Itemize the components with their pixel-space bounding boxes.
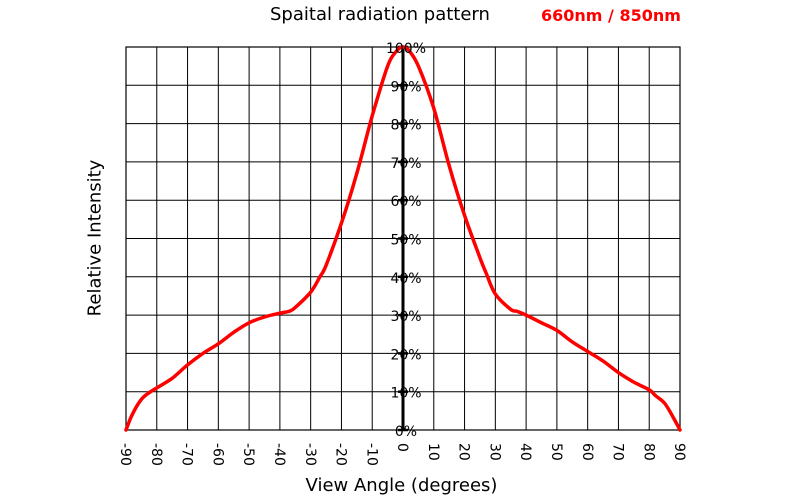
data-point — [340, 222, 343, 224]
data-point — [571, 341, 574, 343]
data-point — [648, 388, 651, 391]
data-point — [602, 360, 604, 362]
x-tick-label: -90 — [117, 443, 133, 466]
data-point — [396, 50, 398, 52]
x-tick-label: -40 — [271, 443, 287, 466]
data-point — [386, 65, 389, 67]
data-point — [186, 364, 189, 366]
data-point — [617, 371, 620, 374]
x-tick-label: 90 — [671, 443, 687, 461]
x-tick-label: -80 — [148, 443, 164, 466]
data-point — [319, 276, 321, 278]
y-tick-labels: 0% 10% 20% 30% 40% 50% 60% 70% 80% 90% 100% — [386, 41, 426, 440]
data-point — [171, 377, 173, 380]
data-point — [479, 256, 481, 259]
data-point — [131, 413, 133, 416]
x-tick-label: 60 — [579, 443, 595, 461]
data-point — [654, 394, 657, 397]
data-point — [155, 387, 158, 389]
data-point — [309, 291, 312, 293]
y-tick-label: 40% — [390, 271, 421, 287]
data-point — [417, 65, 420, 67]
x-tick-label: 30 — [486, 443, 502, 461]
x-tick-label: 20 — [456, 443, 472, 461]
y-tick-label: 0% — [395, 424, 417, 440]
data-point — [408, 50, 410, 52]
data-point — [356, 172, 358, 175]
data-point — [294, 306, 297, 309]
x-tick-labels: -90 -80 -70 -60 -50 -40 -30 -20 -10 0 10 20 30 40 50 60… — [117, 443, 687, 466]
data-point — [402, 46, 404, 48]
data-point — [279, 312, 281, 314]
data-point — [556, 329, 558, 332]
data-point — [516, 310, 518, 313]
x-tick-label: 50 — [548, 443, 564, 461]
y-tick-label: 10% — [390, 386, 421, 402]
data-point — [202, 352, 204, 355]
data-point — [663, 402, 666, 404]
y-tick-label: 70% — [390, 156, 421, 172]
y-tick-label: 80% — [390, 118, 421, 134]
x-tick-label: -10 — [363, 443, 379, 466]
y-tick-label: 20% — [390, 347, 421, 363]
x-tick-label: 80 — [640, 443, 656, 461]
data-point — [485, 272, 487, 274]
data-point — [673, 417, 675, 420]
y-tick-label: 30% — [390, 309, 421, 325]
x-tick-label: 0 — [394, 443, 410, 452]
x-tick-label: 70 — [610, 443, 626, 461]
data-point — [288, 310, 290, 313]
data-point — [248, 321, 250, 324]
data-point — [509, 308, 512, 311]
data-point — [325, 264, 327, 267]
data-point — [448, 164, 450, 167]
chart-subtitle: 660nm / 850nm — [541, 6, 681, 25]
data-point — [432, 107, 435, 110]
x-tick-label: -30 — [302, 443, 318, 466]
y-tick-label: 90% — [390, 79, 421, 95]
data-point — [525, 314, 527, 316]
data-point — [463, 214, 466, 217]
x-tick-label: -70 — [179, 443, 195, 466]
data-point — [540, 321, 543, 324]
x-tick-label: 40 — [517, 443, 533, 461]
zero-axis — [398, 45, 408, 432]
data-point — [149, 390, 152, 393]
series-layer — [124, 45, 682, 432]
data-point — [125, 429, 127, 431]
data-point — [263, 316, 266, 318]
y-tick-label: 100% — [386, 41, 426, 57]
x-axis-label: View Angle (degrees) — [305, 475, 498, 496]
data-point — [494, 293, 497, 295]
data-point — [232, 331, 235, 334]
y-tick-label: 60% — [390, 194, 421, 210]
data-point — [586, 350, 589, 353]
x-tick-label: 10 — [425, 443, 441, 461]
data-point — [371, 115, 374, 117]
data-point — [679, 429, 681, 431]
x-tick-label: -50 — [240, 443, 256, 466]
data-point — [217, 343, 220, 345]
chart-title: Spaital radiation pattern — [270, 4, 490, 25]
y-axis-label: Relative Intensity — [84, 159, 106, 317]
data-point — [140, 398, 143, 401]
x-tick-label: -60 — [209, 443, 225, 466]
data-point — [633, 381, 635, 383]
x-tick-label: -20 — [333, 443, 349, 466]
y-tick-label: 50% — [390, 233, 421, 249]
